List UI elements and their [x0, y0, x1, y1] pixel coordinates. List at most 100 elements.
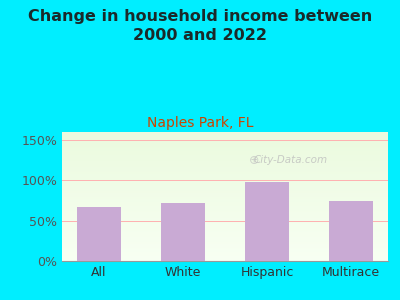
Bar	[62, 232, 388, 233]
Bar	[62, 175, 388, 176]
Bar	[62, 161, 388, 162]
Bar	[62, 257, 388, 258]
Bar	[62, 134, 388, 135]
Bar	[62, 141, 388, 142]
Bar	[62, 206, 388, 207]
Bar	[62, 147, 388, 148]
Bar	[62, 246, 388, 247]
Bar	[62, 215, 388, 216]
Bar	[62, 185, 388, 186]
Bar	[62, 156, 388, 157]
Bar	[62, 208, 388, 209]
Bar	[62, 191, 388, 192]
Bar	[62, 181, 388, 182]
Bar	[62, 203, 388, 204]
Text: City-Data.com: City-Data.com	[253, 155, 327, 165]
Bar	[62, 183, 388, 184]
Bar	[62, 260, 388, 261]
Bar	[62, 205, 388, 206]
Text: Change in household income between
2000 and 2022: Change in household income between 2000 …	[28, 9, 372, 43]
Bar	[62, 248, 388, 249]
Bar	[62, 209, 388, 210]
Bar	[62, 223, 388, 224]
Bar	[62, 158, 388, 159]
Bar	[62, 136, 388, 137]
Bar	[62, 162, 388, 163]
Bar	[62, 179, 388, 180]
Bar	[62, 255, 388, 256]
Bar	[62, 184, 388, 185]
Bar	[62, 243, 388, 244]
Bar	[62, 193, 388, 194]
Bar	[62, 259, 388, 260]
Bar	[62, 135, 388, 136]
Bar	[62, 157, 388, 158]
Bar	[62, 189, 388, 190]
Bar	[62, 212, 388, 213]
Bar	[62, 153, 388, 154]
Bar	[62, 218, 388, 219]
Bar	[62, 138, 388, 139]
Bar	[62, 202, 388, 203]
Bar	[330, 200, 373, 261]
Bar	[62, 250, 388, 251]
Bar	[62, 133, 388, 134]
Bar	[62, 151, 388, 152]
Bar	[62, 211, 388, 212]
Bar	[62, 167, 388, 168]
Bar	[62, 149, 388, 150]
Bar	[62, 198, 388, 199]
Bar	[62, 144, 388, 145]
Bar	[62, 242, 388, 243]
Bar	[62, 176, 388, 177]
Bar	[62, 174, 388, 175]
Bar	[62, 169, 388, 170]
Bar	[62, 177, 388, 178]
Bar	[62, 180, 388, 181]
Bar	[77, 207, 120, 261]
Bar	[62, 213, 388, 214]
Bar	[62, 254, 388, 255]
Bar	[62, 160, 388, 161]
Bar	[62, 222, 388, 223]
Bar	[62, 172, 388, 173]
Bar	[62, 224, 388, 225]
Bar	[62, 164, 388, 165]
Bar	[62, 252, 388, 253]
Bar	[62, 244, 388, 245]
Bar	[62, 160, 388, 161]
Bar	[62, 150, 388, 151]
Bar	[62, 145, 388, 146]
Bar	[62, 239, 388, 240]
Bar	[62, 219, 388, 220]
Bar	[62, 230, 388, 231]
Bar	[62, 214, 388, 215]
Bar	[62, 148, 388, 149]
Bar	[62, 146, 388, 147]
Bar	[62, 132, 388, 133]
Bar	[62, 225, 388, 226]
Bar	[62, 199, 388, 200]
Bar	[62, 154, 388, 155]
Bar	[62, 196, 388, 197]
Bar	[62, 166, 388, 167]
Bar	[62, 140, 388, 141]
Bar	[62, 235, 388, 236]
Bar	[62, 234, 388, 235]
Bar	[62, 182, 388, 183]
Bar	[62, 229, 388, 230]
Bar	[62, 171, 388, 172]
Bar	[62, 173, 388, 174]
Bar	[62, 233, 388, 234]
Bar	[62, 251, 388, 252]
Bar	[62, 240, 388, 241]
Bar	[62, 237, 388, 238]
Text: Naples Park, FL: Naples Park, FL	[147, 116, 253, 130]
Bar	[62, 226, 388, 227]
Bar	[62, 231, 388, 232]
Bar	[62, 238, 388, 239]
Bar	[62, 236, 388, 237]
Bar	[62, 165, 388, 166]
Bar	[62, 256, 388, 257]
Bar	[62, 178, 388, 179]
